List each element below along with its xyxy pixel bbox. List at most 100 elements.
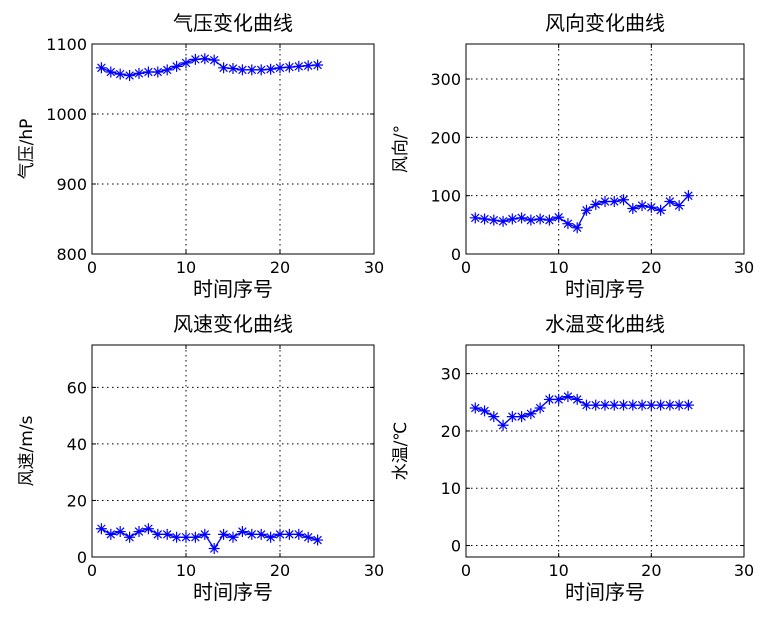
- plot-area: [466, 44, 744, 254]
- x-tick-label: 0: [461, 561, 471, 580]
- y-axis-label: 风速/m/s: [17, 415, 37, 486]
- y-tick-label: 200: [430, 128, 461, 147]
- data-point-marker: [142, 523, 154, 535]
- data-point-marker: [180, 531, 192, 543]
- data-point-marker: [636, 399, 648, 411]
- data-point-marker: [599, 196, 611, 207]
- y-tick-label: 10: [441, 479, 461, 498]
- y-tick-label: 900: [56, 175, 87, 194]
- data-point-marker: [246, 64, 258, 76]
- data-point-marker: [227, 531, 239, 543]
- data-point-marker: [114, 526, 126, 538]
- x-tick-label: 20: [270, 561, 290, 580]
- data-point-marker: [161, 64, 173, 76]
- data-point-marker: [199, 528, 211, 540]
- x-tick-label: 0: [461, 258, 471, 277]
- x-axis-label: 时间序号: [565, 277, 645, 301]
- data-point-marker: [479, 213, 491, 225]
- data-point-marker: [133, 67, 145, 79]
- data-point-marker: [283, 528, 295, 540]
- data-point-marker: [655, 399, 667, 411]
- x-tick-label: 30: [734, 258, 754, 277]
- data-point-marker: [265, 531, 277, 543]
- y-tick-label: 20: [67, 491, 87, 510]
- y-tick-label: 0: [77, 548, 87, 567]
- data-point-marker: [655, 204, 667, 216]
- x-axis-label: 时间序号: [565, 580, 645, 604]
- data-point-marker: [479, 405, 491, 417]
- data-point-marker: [571, 393, 583, 405]
- data-point-marker: [627, 203, 639, 214]
- x-tick-label: 10: [548, 258, 568, 277]
- data-point-marker: [105, 66, 117, 78]
- plot-area: [466, 345, 744, 557]
- data-point-marker: [283, 61, 295, 73]
- data-point-marker: [312, 534, 324, 546]
- y-tick-label: 100: [430, 187, 461, 206]
- chart-title: 水温变化曲线: [545, 312, 665, 336]
- data-point-marker: [682, 399, 694, 411]
- data-point-marker: [534, 402, 546, 414]
- data-point-marker: [553, 211, 565, 223]
- data-point-marker: [673, 399, 685, 411]
- data-point-marker: [124, 531, 136, 543]
- data-point-marker: [497, 215, 509, 227]
- x-axis-label: 时间序号: [193, 580, 273, 604]
- data-point-marker: [302, 60, 314, 72]
- data-point-marker: [516, 212, 528, 224]
- data-point-marker: [246, 528, 258, 540]
- data-point-marker: [599, 399, 611, 411]
- axes-frame: [91, 344, 375, 558]
- chart-title: 风向变化曲线: [545, 11, 665, 35]
- data-point-marker: [302, 531, 314, 543]
- data-point-marker: [189, 53, 201, 65]
- data-point-marker: [580, 399, 592, 411]
- data-point-marker: [636, 200, 648, 212]
- data-point-marker: [506, 411, 518, 423]
- axes-frame: [91, 43, 375, 255]
- y-axis-label: 气压/hP: [17, 119, 37, 180]
- x-tick-label: 0: [87, 561, 97, 580]
- data-point-marker: [580, 204, 592, 216]
- chart-title: 气压变化曲线: [173, 11, 293, 35]
- data-point-marker: [553, 393, 565, 405]
- axes-frame: [465, 43, 745, 255]
- data-point-marker: [218, 62, 230, 74]
- data-point-marker: [114, 68, 126, 80]
- data-point-marker: [227, 63, 239, 74]
- data-point-marker: [171, 60, 183, 72]
- data-point-marker: [255, 528, 267, 540]
- y-tick-label: 1100: [46, 35, 87, 54]
- data-point-marker: [525, 408, 537, 420]
- data-point-marker: [682, 190, 694, 202]
- x-tick-label: 0: [87, 258, 97, 277]
- data-point-marker: [105, 528, 117, 540]
- data-point-marker: [274, 62, 286, 74]
- y-tick-label: 800: [56, 245, 87, 264]
- data-point-marker: [171, 531, 183, 543]
- data-point-marker: [124, 70, 136, 81]
- y-tick-label: 60: [67, 378, 87, 397]
- y-tick-label: 40: [67, 435, 87, 454]
- data-point-marker: [525, 214, 537, 226]
- data-point-marker: [488, 214, 500, 226]
- data-point-marker: [497, 419, 509, 431]
- data-point-marker: [469, 212, 481, 224]
- data-point-marker: [488, 411, 500, 423]
- y-axis-label: 水温/℃: [391, 422, 411, 481]
- data-point-marker: [534, 213, 546, 225]
- data-point-marker: [312, 59, 324, 71]
- chart-title: 风速变化曲线: [173, 312, 293, 336]
- data-point-marker: [664, 399, 676, 411]
- y-tick-label: 20: [441, 422, 461, 441]
- data-point-marker: [218, 528, 230, 540]
- data-point-marker: [161, 528, 173, 540]
- data-point-marker: [618, 194, 630, 206]
- data-point-marker: [293, 528, 305, 540]
- x-tick-label: 10: [176, 258, 196, 277]
- data-point-marker: [152, 528, 164, 540]
